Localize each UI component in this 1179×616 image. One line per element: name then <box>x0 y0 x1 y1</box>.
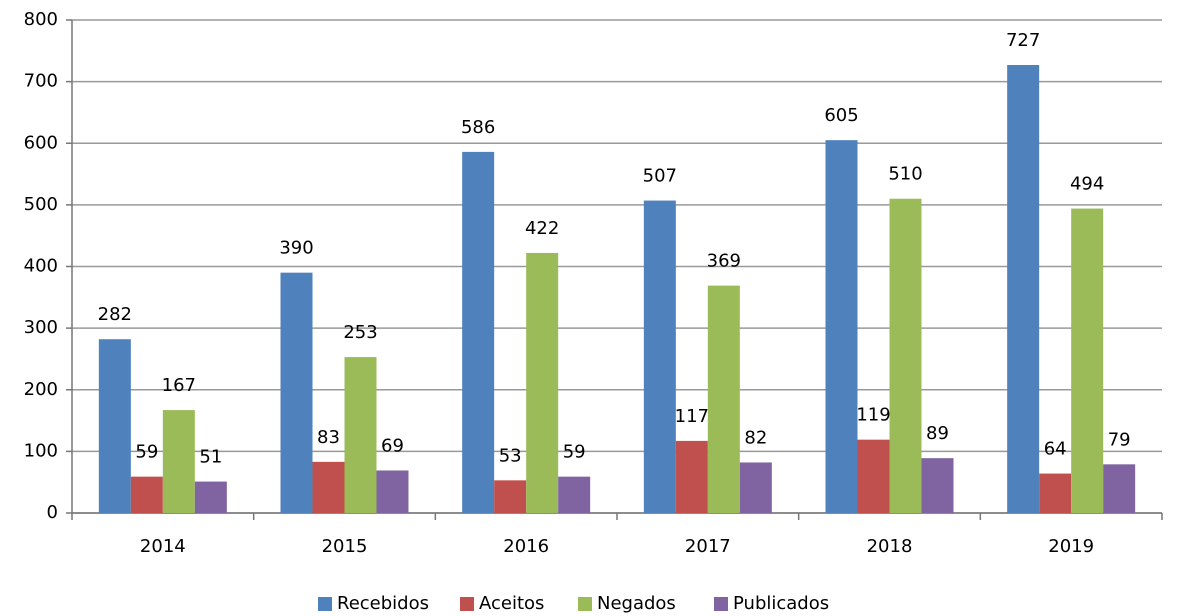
data-label: 167 <box>162 375 196 396</box>
data-label: 117 <box>675 406 709 427</box>
bar <box>280 272 313 513</box>
bar <box>312 461 345 513</box>
data-label: 51 <box>199 447 222 468</box>
y-tick-label: 100 <box>24 440 58 461</box>
bar <box>558 476 591 513</box>
bar <box>921 458 954 513</box>
data-label: 369 <box>707 251 741 272</box>
data-label: 510 <box>888 164 922 185</box>
legend-swatch <box>714 597 728 611</box>
y-tick-label: 400 <box>24 256 58 277</box>
bar <box>1103 464 1136 513</box>
data-label: 59 <box>563 442 586 463</box>
data-label: 79 <box>1108 429 1131 450</box>
y-tick-label: 200 <box>24 379 58 400</box>
data-label: 89 <box>926 423 949 444</box>
data-label: 83 <box>317 427 340 448</box>
data-label: 82 <box>744 427 767 448</box>
y-tick-label: 300 <box>24 317 58 338</box>
bar <box>889 198 922 513</box>
x-tick-label: 2014 <box>140 536 186 557</box>
bar <box>825 140 858 513</box>
bar <box>643 200 676 513</box>
data-label: 253 <box>343 322 377 343</box>
legend-swatch <box>318 597 332 611</box>
data-label: 605 <box>824 105 858 126</box>
bar <box>526 252 559 513</box>
bar <box>194 481 227 513</box>
data-label: 64 <box>1044 439 1067 460</box>
data-label: 727 <box>1006 30 1040 51</box>
legend-label: Publicados <box>733 593 829 614</box>
x-tick-label: 2017 <box>685 536 731 557</box>
bar <box>1071 208 1104 513</box>
x-tick-label: 2018 <box>867 536 913 557</box>
bar <box>376 470 409 513</box>
data-label: 586 <box>461 117 495 138</box>
y-tick-label: 500 <box>24 194 58 215</box>
bar <box>739 462 772 513</box>
legend-label: Aceitos <box>479 593 544 614</box>
data-label: 390 <box>279 238 313 259</box>
data-label: 119 <box>856 405 890 426</box>
bar <box>857 439 890 513</box>
legend-label: Negados <box>597 593 676 614</box>
bar <box>98 339 131 513</box>
data-label: 494 <box>1070 174 1104 195</box>
data-label: 282 <box>98 304 132 325</box>
x-tick-label: 2015 <box>322 536 368 557</box>
bar <box>462 151 495 513</box>
bar <box>675 440 708 513</box>
data-label: 422 <box>525 218 559 239</box>
legend-label: Recebidos <box>337 593 429 614</box>
y-tick-label: 700 <box>24 71 58 92</box>
legend-swatch <box>460 597 474 611</box>
y-tick-label: 600 <box>24 132 58 153</box>
x-tick-label: 2016 <box>503 536 549 557</box>
bar <box>344 357 377 513</box>
data-label: 53 <box>499 445 522 466</box>
bar <box>707 285 740 513</box>
legend-swatch <box>578 597 592 611</box>
data-label: 59 <box>135 442 158 463</box>
data-label: 507 <box>643 166 677 187</box>
data-label: 69 <box>381 435 404 456</box>
bar <box>494 480 527 513</box>
bar <box>1039 473 1072 513</box>
y-tick-label: 800 <box>24 9 58 30</box>
y-tick-label: 0 <box>47 502 58 523</box>
bar <box>162 410 195 513</box>
bar <box>1007 64 1040 513</box>
x-tick-label: 2019 <box>1048 536 1094 557</box>
bar <box>130 476 163 513</box>
